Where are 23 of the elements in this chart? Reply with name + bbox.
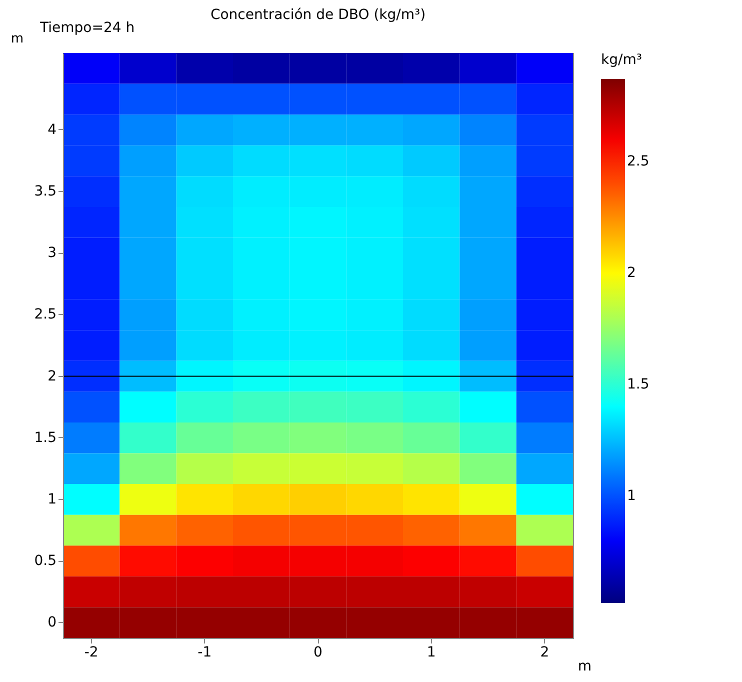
y-tick-label: 0 (48, 614, 56, 631)
y-tick-label: 2.5 (34, 306, 56, 323)
text: Tiempo=24 h (40, 20, 135, 36)
y-tick-label: 1.5 (34, 430, 56, 446)
y-tick-label: 3.5 (34, 184, 56, 200)
x-tick-label: -1 (198, 644, 212, 660)
chart-title: Concentración de DBO (kg/m³) (210, 7, 426, 23)
y-tick-label: 0.5 (34, 553, 56, 570)
y-tick-label: 2 (48, 368, 56, 384)
color-bar-label: 2.5 (627, 154, 650, 170)
color-bar-label: 1.5 (627, 376, 650, 392)
y-tick-label: 3 (48, 245, 56, 262)
color-bar-title: kg/m³ (601, 52, 642, 68)
y-axis-title: m (10, 32, 24, 46)
x-tick-label: 1 (426, 644, 436, 660)
y-tick-label: 4 (48, 122, 57, 138)
color-bar-label: 1 (627, 488, 636, 504)
x-tick-label: -2 (84, 644, 98, 660)
color-bar-label: 2 (627, 264, 636, 281)
x-axis-title: m (578, 658, 592, 674)
x-tick-label: 2 (540, 644, 550, 660)
x-tick-label: 0 (314, 644, 322, 660)
y-tick-label: 1 (48, 491, 56, 508)
